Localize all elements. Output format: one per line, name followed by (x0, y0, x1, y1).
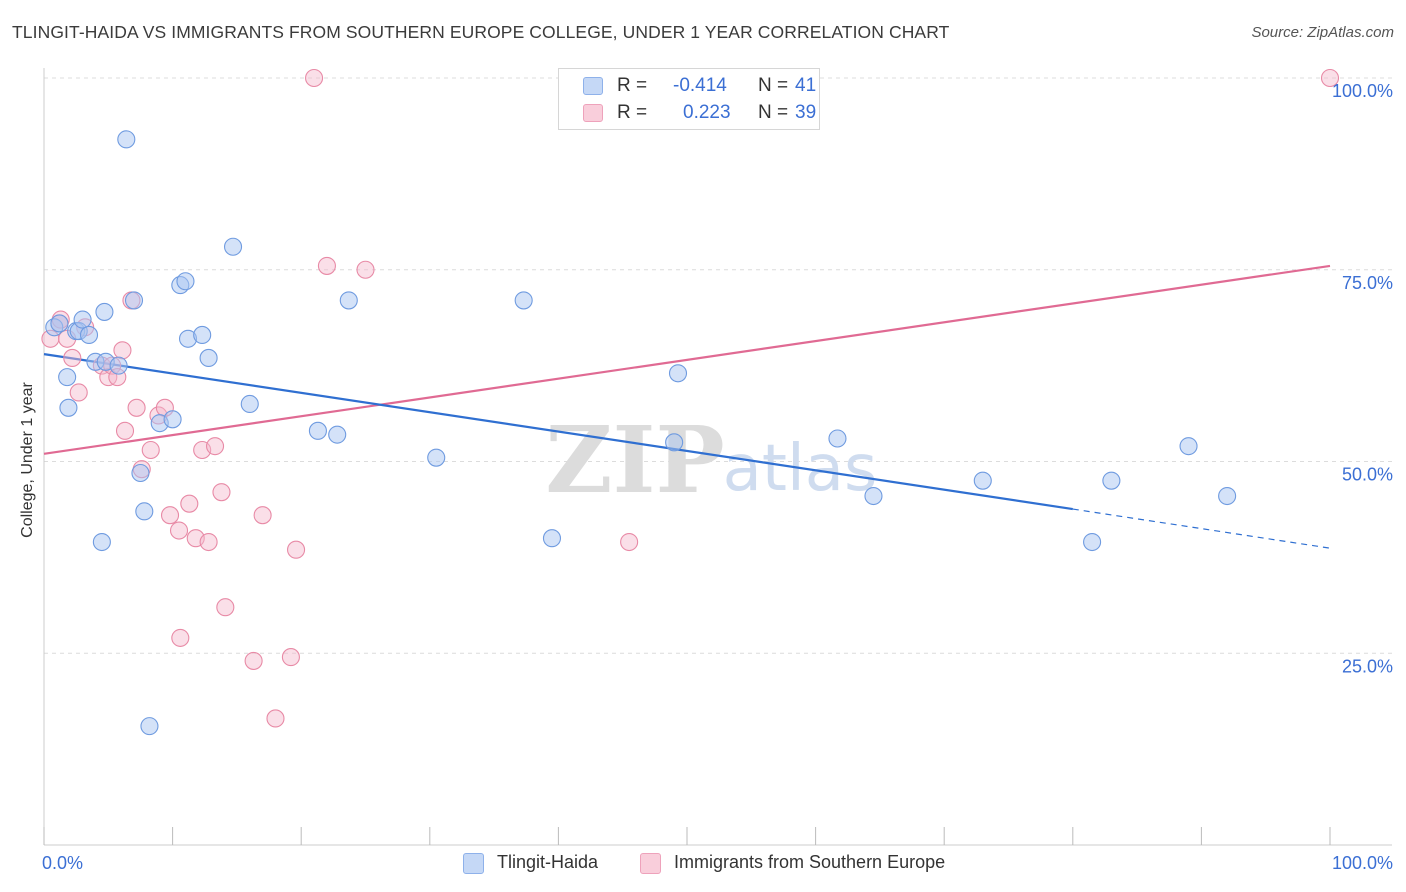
point-southern-europe (113, 341, 132, 360)
point-southern-europe (305, 68, 324, 88)
point-southern-europe (160, 506, 180, 525)
axes (43, 68, 1392, 846)
point-tlingit-haida (163, 410, 182, 429)
point-tlingit-haida (668, 364, 688, 383)
point-tlingit-haida (58, 368, 77, 387)
r-label: R = (617, 102, 648, 123)
point-tlingit-haida (973, 471, 992, 490)
point-tlingit-haida (427, 448, 446, 467)
y-tick-label: 100.0% (1332, 81, 1393, 101)
data-points (41, 68, 1340, 736)
point-tlingit-haida (223, 237, 243, 256)
point-tlingit-haida (328, 425, 347, 444)
point-tlingit-haida (135, 502, 154, 521)
point-southern-europe (244, 651, 263, 670)
point-tlingit-haida (199, 348, 218, 368)
watermark-zip: ZIP (545, 406, 724, 514)
point-tlingit-haida (50, 314, 69, 333)
point-tlingit-haida (308, 421, 327, 440)
point-tlingit-haida (140, 717, 159, 736)
point-tlingit-haida (59, 398, 78, 417)
point-tlingit-haida (124, 291, 144, 310)
legend-swatch-blue (463, 853, 484, 874)
point-tlingit-haida (828, 429, 847, 448)
x-tick-label: 100.0% (1332, 853, 1393, 873)
legend-label: Tlingit-Haida (497, 852, 599, 872)
correlation-legend: R = -0.414 N = 41 R = 0.223 N = 39 (558, 68, 820, 130)
point-southern-europe (199, 532, 218, 552)
n-label: N = (758, 75, 789, 96)
point-tlingit-haida (92, 532, 111, 552)
point-tlingit-haida (665, 433, 684, 452)
point-southern-europe (356, 260, 375, 279)
trend-line-tlingit-haida-extension (1072, 508, 1331, 549)
point-tlingit-haida (542, 529, 562, 548)
x-tick-label: 0.0% (42, 853, 83, 873)
point-tlingit-haida (1218, 486, 1237, 506)
point-tlingit-haida (131, 463, 150, 483)
point-tlingit-haida (79, 325, 99, 344)
grid-lines (44, 77, 1392, 654)
point-southern-europe (287, 540, 306, 559)
legend-label: Immigrants from Southern Europe (674, 852, 946, 872)
point-southern-europe (141, 440, 160, 460)
series-legend: Tlingit-Haida Immigrants from Southern E… (0, 852, 1406, 878)
y-tick-label: 75.0% (1342, 273, 1393, 293)
point-tlingit-haida (514, 291, 533, 310)
point-southern-europe (281, 648, 300, 667)
point-southern-europe (1320, 68, 1340, 88)
r-label: R = (617, 75, 648, 96)
point-tlingit-haida (117, 130, 136, 149)
trend-lines (43, 264, 1331, 549)
point-southern-europe (205, 437, 225, 456)
point-tlingit-haida (73, 310, 92, 329)
point-tlingit-haida (95, 302, 114, 321)
point-southern-europe (266, 709, 285, 728)
point-tlingit-haida (339, 291, 358, 310)
point-tlingit-haida (864, 486, 883, 506)
point-southern-europe (171, 628, 190, 647)
point-southern-europe (169, 521, 189, 540)
point-tlingit-haida (240, 394, 259, 414)
point-tlingit-haida (176, 272, 195, 291)
watermark: ZIP atlas (545, 406, 877, 514)
n-value: 39 (795, 102, 817, 123)
point-southern-europe (317, 256, 336, 275)
point-southern-europe (127, 398, 146, 417)
trend-line-southern-europe (43, 264, 1331, 455)
point-tlingit-haida (1102, 471, 1121, 490)
trend-line-tlingit-haida (43, 353, 1073, 511)
point-southern-europe (180, 494, 199, 513)
legend-swatch-pink (583, 104, 603, 122)
y-tick-label: 25.0% (1342, 656, 1393, 676)
source-label: Source: ZipAtlas.com (1251, 24, 1394, 41)
point-southern-europe (253, 506, 272, 525)
point-southern-europe (620, 532, 639, 552)
chart-title: TLINGIT-HAIDA VS IMMIGRANTS FROM SOUTHER… (12, 22, 950, 42)
r-value: -0.414 (673, 75, 727, 96)
legend-swatch-pink (640, 853, 661, 874)
y-tick-label: 50.0% (1342, 465, 1393, 485)
n-value: 41 (795, 75, 817, 96)
n-label: N = (758, 102, 789, 123)
point-southern-europe (212, 483, 231, 502)
point-southern-europe (63, 348, 82, 368)
point-tlingit-haida (1083, 532, 1102, 552)
point-southern-europe (115, 421, 135, 440)
point-tlingit-haida (1179, 437, 1198, 456)
legend-swatch-blue (583, 77, 603, 95)
point-southern-europe (69, 383, 88, 402)
point-tlingit-haida (193, 325, 212, 344)
r-value: 0.223 (683, 102, 731, 123)
tick-labels: 25.0% 50.0% 75.0% 100.0% 0.0% 100.0% (42, 81, 1393, 873)
point-southern-europe (216, 598, 235, 617)
point-tlingit-haida (109, 356, 128, 375)
